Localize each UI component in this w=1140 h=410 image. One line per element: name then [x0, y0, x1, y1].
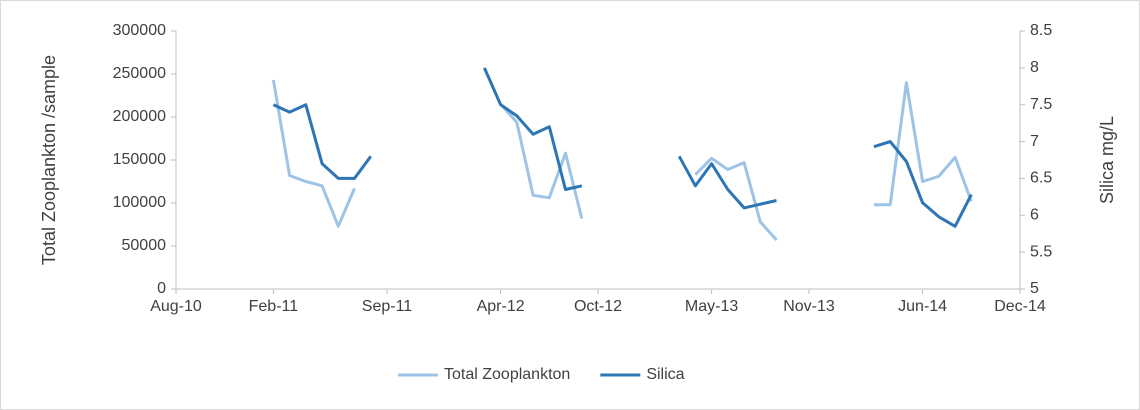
y2-tick-label: 6	[1030, 207, 1039, 224]
legend-label: Total Zooplankton	[444, 366, 570, 383]
x-tick-label: Feb-11	[249, 298, 299, 315]
x-tick-label: Dec-14	[994, 298, 1046, 315]
x-tick-label: Nov-13	[783, 298, 835, 315]
y-tick-label: 250000	[113, 65, 166, 82]
y2-tick-label: 7	[1030, 133, 1039, 150]
y2-tick-label: 6.5	[1030, 170, 1052, 187]
y2-tick-label: 8	[1030, 59, 1039, 76]
y-tick-label: 150000	[113, 151, 166, 168]
y-tick-label: 0	[157, 280, 166, 297]
y2-tick-label: 8.5	[1030, 22, 1052, 39]
y2-tick-label: 5.5	[1030, 243, 1052, 260]
y-tick-label: 50000	[122, 237, 167, 254]
x-tick-label: Sep-11	[362, 298, 413, 315]
y2-tick-label: 7.5	[1030, 96, 1052, 113]
series-line	[271, 79, 973, 242]
y-tick-label: 300000	[113, 22, 166, 39]
y2-axis-title: Silica mg/L	[1097, 116, 1117, 204]
y2-tick-label: 5	[1030, 280, 1039, 297]
x-tick-label: Jun-14	[898, 298, 947, 315]
series-line	[272, 67, 973, 228]
legend-label: Silica	[646, 366, 684, 383]
x-tick-label: May-13	[685, 298, 738, 315]
y-tick-label: 200000	[113, 108, 166, 125]
x-tick-label: Oct-12	[574, 298, 622, 315]
x-tick-label: Aug-10	[150, 298, 202, 315]
x-tick-label: Apr-12	[477, 298, 525, 315]
y-tick-label: 100000	[113, 194, 166, 211]
y-axis-title: Total Zooplankton /sample	[39, 55, 59, 265]
